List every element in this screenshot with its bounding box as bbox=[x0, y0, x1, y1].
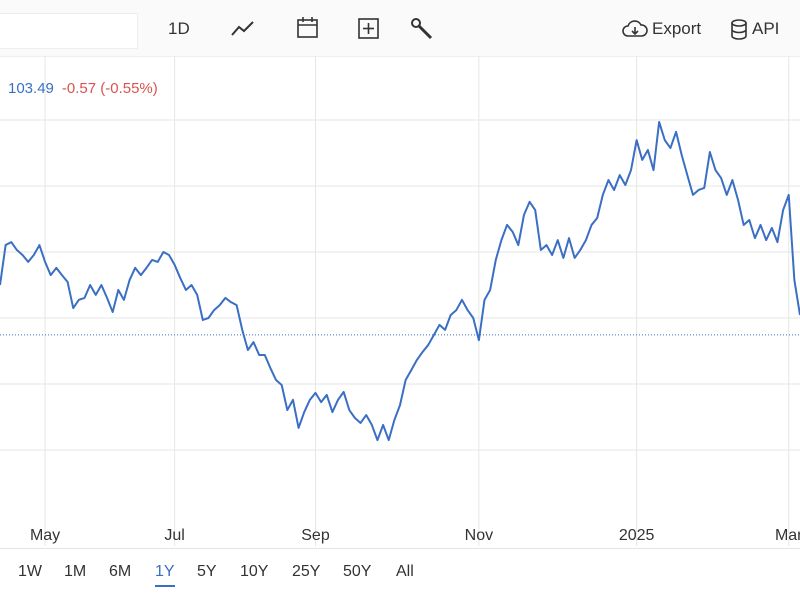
last-value: 103.49 bbox=[8, 80, 54, 97]
range-button[interactable]: 1Y bbox=[155, 563, 175, 587]
export-icon[interactable] bbox=[621, 19, 649, 41]
range-button[interactable]: 6M bbox=[109, 563, 132, 580]
settings-icon[interactable] bbox=[410, 17, 434, 41]
range-button[interactable]: All bbox=[396, 563, 414, 580]
x-tick-label: Jul bbox=[164, 527, 184, 544]
range-bar: 1W 1M 6M 1Y 5Y 10Y 25Y 50Y All bbox=[0, 548, 800, 600]
price-readout: 103.49 -0.57 (-0.55%) bbox=[8, 80, 158, 97]
x-tick-label: Mar bbox=[775, 527, 800, 544]
interval-button[interactable]: 1D bbox=[168, 19, 190, 38]
calendar-icon[interactable] bbox=[296, 16, 320, 40]
range-button[interactable]: 10Y bbox=[240, 563, 269, 580]
toolbar: 1D Export API bbox=[0, 0, 800, 57]
search-box[interactable] bbox=[0, 13, 138, 49]
x-tick-label: Sep bbox=[301, 527, 330, 544]
add-indicator-icon[interactable] bbox=[357, 17, 381, 41]
range-button[interactable]: 5Y bbox=[197, 563, 217, 580]
change: -0.57 (-0.55%) bbox=[61, 80, 158, 97]
x-tick-label: Nov bbox=[465, 527, 493, 544]
range-button[interactable]: 50Y bbox=[343, 563, 372, 580]
api-icon[interactable] bbox=[730, 18, 750, 42]
export-button[interactable]: Export bbox=[652, 19, 702, 38]
api-button[interactable]: API bbox=[752, 19, 780, 38]
range-button[interactable]: 1W bbox=[18, 563, 42, 580]
line-type-icon[interactable] bbox=[230, 18, 256, 40]
plot: May Jul Sep Nov 2025 Mar bbox=[0, 56, 800, 546]
x-tick-label: May bbox=[30, 527, 60, 544]
range-button[interactable]: 1M bbox=[64, 563, 87, 580]
range-button[interactable]: 25Y bbox=[292, 563, 321, 580]
x-tick-label: 2025 bbox=[619, 527, 655, 544]
price-line bbox=[0, 120, 800, 442]
